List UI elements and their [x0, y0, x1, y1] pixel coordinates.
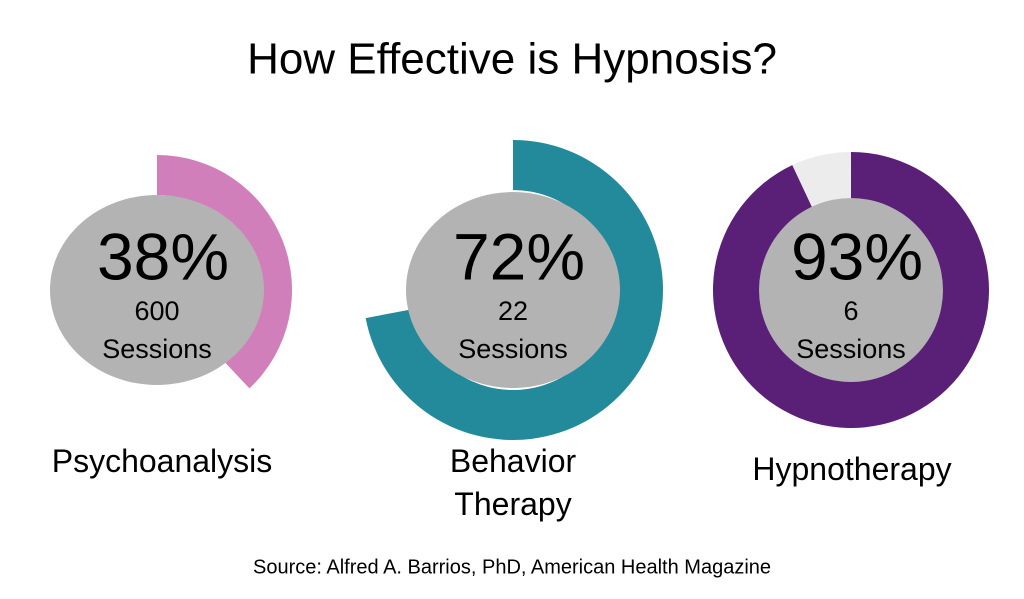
value-label: 38%: [97, 219, 229, 293]
gauge-center: [759, 198, 943, 382]
sessions-label: Sessions: [796, 334, 906, 364]
gauge-arc: [157, 155, 292, 389]
sessions-count: 6: [843, 296, 858, 326]
gauge-arc: [713, 152, 990, 429]
sessions-label: Sessions: [102, 334, 212, 364]
gauge-arc: [365, 140, 664, 441]
category-label: Hypnotherapy: [752, 451, 952, 487]
value-label: 72%: [453, 219, 585, 293]
category-label: Behavior Therapy: [449, 443, 577, 522]
sessions-count: 22: [498, 296, 528, 326]
chart-title: How Effective is Hypnosis?: [247, 35, 777, 84]
gauge-center: [406, 192, 620, 388]
sessions-label: Sessions: [458, 334, 568, 364]
sessions-count: 600: [134, 296, 179, 326]
category-label: Psychoanalysis: [51, 443, 273, 479]
gauge-center: [50, 195, 264, 385]
value-label: 93%: [791, 219, 923, 293]
source: Source: Alfred A. Barrios, PhD, American…: [253, 556, 771, 578]
